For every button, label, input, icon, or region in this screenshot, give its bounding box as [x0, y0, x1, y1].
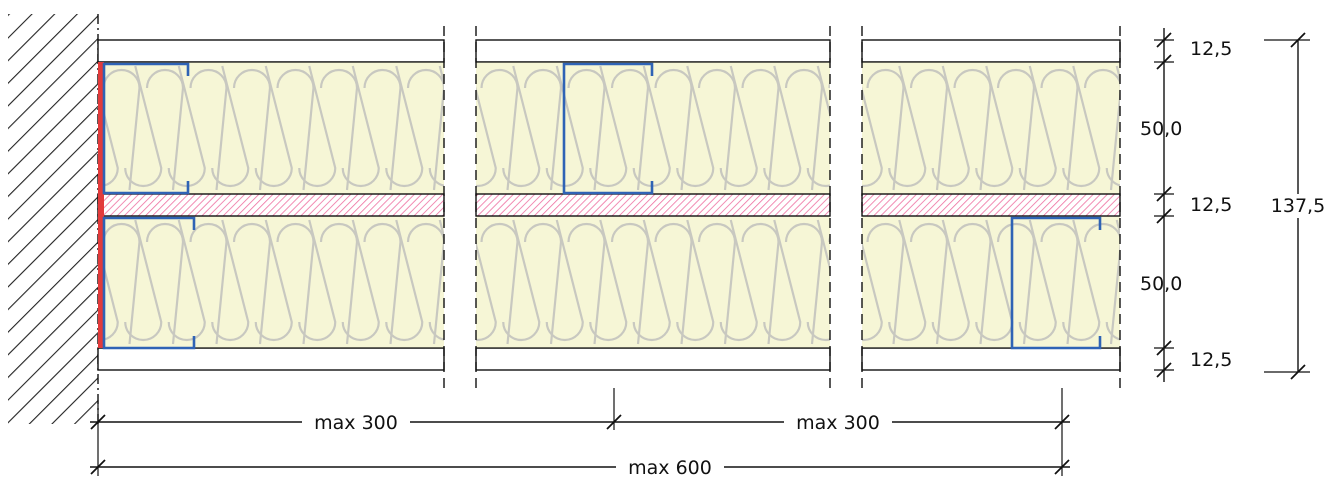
board-middle: [97, 193, 445, 217]
panel-column-2: [475, 26, 831, 390]
spacing-tick: [1054, 459, 1070, 475]
profiles: [102, 62, 1102, 350]
profile-upper-center: [562, 62, 654, 195]
dim-board-bottom: 12,5: [1190, 349, 1232, 371]
profile-lower-left: [102, 216, 196, 350]
board-top: [861, 39, 1121, 63]
board-middle: [861, 193, 1121, 217]
layer-dim-tick: [1156, 186, 1172, 202]
spacing-tick: [90, 414, 106, 430]
edge-strip: [98, 62, 104, 348]
dim-spacing-total: max 600: [628, 457, 712, 478]
dim-spacing-right: max 300: [796, 412, 880, 434]
spacing-tick: [90, 459, 106, 475]
profile-lower-right: [1010, 216, 1102, 350]
layer-dim-tick: [1156, 208, 1172, 224]
profile-upper-left: [102, 62, 190, 195]
layer-dim-tick: [1156, 340, 1172, 356]
board-top: [475, 39, 831, 63]
board-bottom: [97, 347, 445, 371]
panel-column-1: [97, 26, 445, 390]
spacing-tick: [606, 414, 622, 430]
dim-spacing-left: max 300: [314, 412, 398, 434]
dim-total-thickness: 137,5: [1271, 195, 1325, 217]
layer-dim-tick: [1156, 32, 1172, 48]
dim-insulation-upper: 50,0: [1140, 118, 1182, 140]
panel-column-3: [861, 26, 1121, 390]
dimensions: 12,5 50,0 12,5 50,0 12,5 137,5 max 300 max 300 m…: [90, 28, 1330, 478]
wall-hatch: [8, 14, 99, 424]
total-dim-tick: [1290, 32, 1306, 48]
panels: [97, 26, 1121, 390]
total-dim-tick: [1290, 364, 1306, 380]
layer-dim-tick: [1156, 54, 1172, 70]
board-middle: [475, 193, 831, 217]
spacing-tick: [1054, 414, 1070, 430]
layer-dim-tick: [1156, 362, 1172, 378]
board-bottom: [475, 347, 831, 371]
dim-board-middle: 12,5: [1190, 194, 1232, 216]
dim-board-top: 12,5: [1190, 38, 1232, 60]
insulation-fibers: [862, 65, 1120, 345]
insulation-fibers: [476, 65, 830, 345]
dim-insulation-lower: 50,0: [1140, 273, 1182, 295]
board-top: [97, 39, 445, 63]
board-bottom: [861, 347, 1121, 371]
